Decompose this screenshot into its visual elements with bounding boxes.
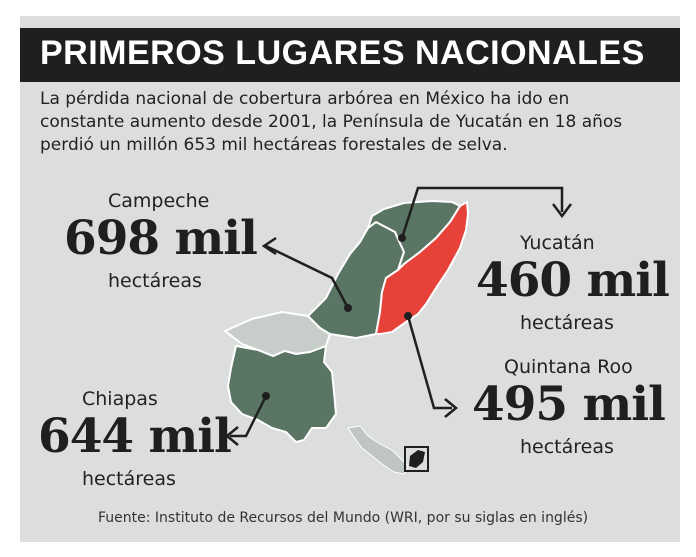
arrow-campeche — [265, 244, 350, 309]
campeche-value: 698 mil — [64, 211, 258, 266]
yucatan-unit: hectáreas — [520, 312, 614, 334]
dot-chiapas — [262, 392, 270, 400]
dot-yucatan — [398, 234, 406, 242]
quintana-roo-name: Quintana Roo — [504, 356, 633, 378]
chiapas-unit: hectáreas — [82, 468, 176, 490]
arrow-yucatan — [400, 186, 564, 239]
campeche-unit: hectáreas — [108, 270, 202, 292]
arrow-chiapas — [230, 395, 268, 438]
peninsula-map — [223, 186, 572, 475]
mexico-locator-map — [347, 425, 409, 475]
arrowhead-campeche — [261, 236, 277, 256]
arrowhead-yucatan — [552, 203, 572, 219]
page-title: PRIMEROS LUGARES NACIONALES — [40, 34, 645, 72]
arrowhead-chiapas — [225, 426, 239, 446]
intro-text: La pérdida nacional de cobertura arbórea… — [40, 89, 623, 155]
arrowhead-quintana-roo — [444, 398, 458, 418]
campeche-name: Campeche — [108, 190, 210, 212]
locator-highlight-box — [404, 446, 429, 472]
dot-campeche — [344, 304, 352, 312]
map-region-chiapas — [226, 344, 338, 444]
yucatan-name: Yucatán — [520, 232, 595, 254]
quintana-roo-value: 495 mil — [472, 377, 666, 432]
source-note: Fuente: Instituto de Recursos del Mundo … — [98, 510, 589, 526]
chiapas-value: 644 mil — [38, 409, 232, 464]
infographic: PRIMEROS LUGARES NACIONALES La pérdida n… — [20, 16, 680, 542]
arrow-quintana-roo — [406, 315, 452, 410]
mexico-locator-peninsula — [409, 450, 425, 468]
dot-quintana-roo — [404, 312, 412, 320]
yucatan-value: 460 mil — [476, 253, 670, 308]
quintana-roo-unit: hectáreas — [520, 436, 614, 458]
map-region-quintana-roo — [374, 200, 470, 335]
chiapas-name: Chiapas — [82, 388, 158, 410]
title-bar: PRIMEROS LUGARES NACIONALES — [20, 28, 680, 82]
